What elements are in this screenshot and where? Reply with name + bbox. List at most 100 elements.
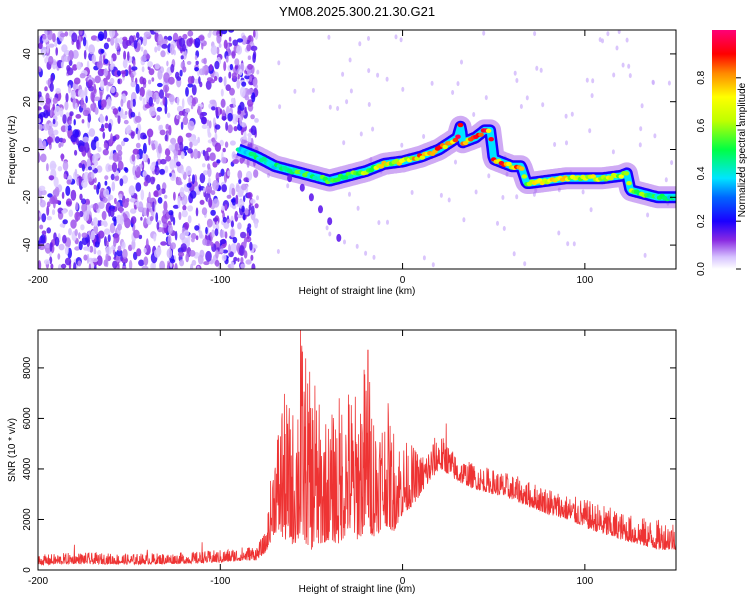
noise-blob bbox=[162, 210, 167, 215]
noise-blob bbox=[236, 79, 241, 89]
noise-blob bbox=[653, 133, 657, 139]
noise-blob bbox=[42, 140, 47, 150]
noise-blob bbox=[229, 186, 232, 197]
noise-blob bbox=[112, 108, 119, 115]
noise-blob bbox=[168, 144, 175, 151]
noise-blob bbox=[97, 181, 101, 190]
noise-blob bbox=[241, 81, 247, 87]
ridge-cell bbox=[419, 155, 426, 160]
noise-blob bbox=[105, 246, 112, 255]
noise-blob bbox=[91, 54, 97, 64]
noise-blob bbox=[135, 142, 141, 149]
noise-blob bbox=[200, 116, 207, 125]
noise-blob bbox=[187, 148, 193, 154]
noise-blob bbox=[81, 232, 88, 238]
noise-blob bbox=[239, 86, 246, 98]
colorbar-ticks: 0.0 0.2 0.4 0.6 0.8 bbox=[696, 70, 741, 276]
noise-blob bbox=[187, 83, 194, 88]
noise-blob bbox=[201, 42, 204, 50]
noise-blob bbox=[55, 87, 61, 94]
noise-blob bbox=[151, 77, 155, 82]
noise-blob bbox=[336, 106, 340, 111]
noise-blob bbox=[102, 149, 109, 156]
noise-blob bbox=[185, 165, 192, 176]
noise-blob bbox=[245, 259, 252, 265]
noise-blob bbox=[237, 222, 242, 230]
noise-blob bbox=[640, 103, 644, 109]
noise-blob bbox=[97, 230, 105, 239]
noise-blob bbox=[193, 148, 199, 160]
noise-blob bbox=[39, 224, 44, 230]
noise-blob bbox=[194, 55, 198, 61]
noise-blob bbox=[96, 165, 103, 173]
noise-blob bbox=[164, 86, 168, 97]
ridge-cell bbox=[488, 137, 495, 142]
noise-blob bbox=[454, 159, 457, 165]
noise-blob bbox=[166, 248, 173, 259]
ridge-cell bbox=[521, 174, 528, 179]
noise-blob bbox=[103, 58, 109, 65]
noise-blob bbox=[201, 124, 208, 129]
noise-blob bbox=[164, 104, 168, 115]
noise-blob bbox=[399, 37, 403, 43]
noise-blob bbox=[191, 174, 195, 185]
noise-blob bbox=[101, 210, 107, 221]
noise-blob bbox=[502, 226, 506, 231]
noise-blob bbox=[206, 147, 212, 153]
noise-blob bbox=[88, 128, 96, 137]
noise-blob bbox=[156, 221, 160, 230]
noise-blob bbox=[187, 205, 194, 212]
noise-blob bbox=[219, 248, 224, 253]
ridge-cell bbox=[618, 174, 625, 179]
noise-blob bbox=[136, 248, 142, 257]
noise-blob bbox=[72, 49, 79, 59]
noise-blob bbox=[77, 89, 84, 98]
noise-blob bbox=[74, 229, 78, 236]
noise-blob bbox=[44, 244, 51, 248]
noise-blob bbox=[167, 234, 172, 246]
noise-blob bbox=[143, 181, 149, 187]
noise-blob bbox=[239, 115, 243, 126]
noise-blob bbox=[124, 167, 129, 173]
noise-blob bbox=[156, 106, 163, 112]
noise-blob bbox=[90, 230, 96, 241]
noise-blob bbox=[112, 152, 119, 163]
noise-blob bbox=[182, 116, 189, 126]
noise-blob bbox=[38, 185, 46, 191]
noise-blob bbox=[367, 36, 370, 41]
noise-blob bbox=[53, 129, 59, 136]
noise-blob bbox=[121, 113, 128, 120]
noise-blob bbox=[48, 126, 54, 137]
noise-blob bbox=[247, 223, 252, 230]
noise-blob bbox=[160, 241, 167, 246]
spectrogram-x-axis: -200 -100 0 100 bbox=[28, 30, 594, 286]
noise-blob bbox=[121, 241, 126, 250]
noise-blob bbox=[253, 30, 256, 38]
noise-blob bbox=[135, 182, 142, 192]
noise-blob bbox=[203, 261, 210, 266]
noise-blob bbox=[115, 255, 122, 264]
noise-blob bbox=[501, 195, 505, 200]
noise-blob bbox=[130, 131, 135, 139]
spectrogram-xlabel: Height of straight line (km) bbox=[299, 286, 416, 297]
noise-blob bbox=[47, 193, 53, 198]
noise-blob bbox=[221, 116, 227, 121]
noise-blob bbox=[249, 241, 253, 251]
noise-blob bbox=[74, 102, 78, 110]
noise-blob bbox=[93, 249, 97, 255]
noise-blob bbox=[46, 227, 51, 234]
y-tick-label: 4000 bbox=[22, 457, 33, 480]
noise-blob bbox=[221, 156, 227, 164]
ridge-cell bbox=[462, 140, 469, 146]
ridge-cell bbox=[519, 166, 525, 171]
noise-blob bbox=[67, 55, 71, 62]
noise-blob bbox=[251, 263, 256, 269]
noise-blob bbox=[229, 63, 234, 71]
noise-blob bbox=[110, 173, 115, 181]
noise-blob bbox=[109, 208, 115, 218]
noise-blob bbox=[401, 86, 405, 92]
noise-blob bbox=[155, 212, 159, 223]
noise-blob bbox=[372, 254, 376, 260]
noise-blob bbox=[98, 201, 105, 209]
